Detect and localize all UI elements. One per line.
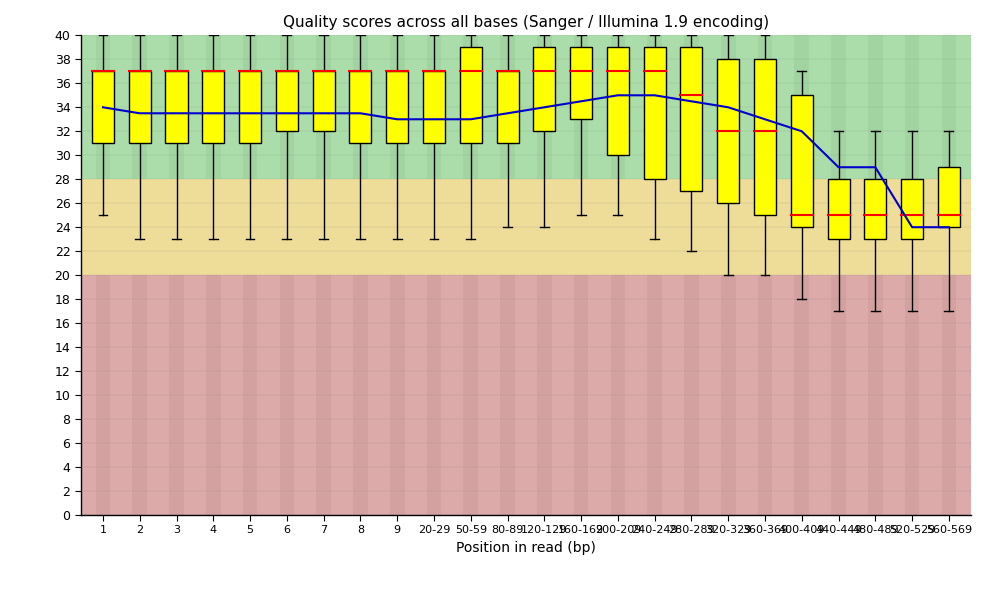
FancyBboxPatch shape: [938, 167, 960, 227]
Bar: [611, 275, 626, 515]
Bar: [133, 35, 148, 179]
FancyBboxPatch shape: [497, 71, 519, 143]
FancyBboxPatch shape: [276, 71, 298, 131]
FancyBboxPatch shape: [386, 71, 408, 143]
Title: Quality scores across all bases (Sanger / Illumina 1.9 encoding): Quality scores across all bases (Sanger …: [283, 15, 769, 30]
Bar: [537, 35, 551, 179]
FancyBboxPatch shape: [239, 71, 261, 143]
Bar: [905, 35, 920, 179]
Bar: [206, 275, 221, 515]
FancyBboxPatch shape: [680, 47, 703, 191]
Bar: [316, 35, 331, 179]
Bar: [684, 275, 699, 515]
Bar: [574, 35, 588, 179]
Bar: [537, 275, 551, 515]
Bar: [353, 275, 367, 515]
FancyBboxPatch shape: [570, 47, 592, 119]
Bar: [868, 275, 883, 515]
Bar: [463, 275, 478, 515]
FancyBboxPatch shape: [791, 95, 813, 227]
FancyBboxPatch shape: [607, 47, 629, 155]
Bar: [611, 35, 626, 179]
Bar: [463, 35, 478, 179]
Bar: [574, 275, 588, 515]
Bar: [390, 275, 405, 515]
Bar: [169, 275, 184, 515]
Bar: [500, 275, 515, 515]
Bar: [721, 275, 736, 515]
Bar: [243, 35, 257, 179]
FancyBboxPatch shape: [901, 179, 923, 239]
Bar: [96, 35, 110, 179]
Bar: [832, 275, 845, 515]
Bar: [647, 35, 662, 179]
Bar: [243, 275, 257, 515]
Bar: [500, 35, 515, 179]
Bar: [757, 275, 772, 515]
Bar: [941, 35, 956, 179]
FancyBboxPatch shape: [165, 71, 187, 143]
FancyBboxPatch shape: [864, 179, 886, 239]
Bar: [390, 35, 405, 179]
FancyBboxPatch shape: [717, 59, 740, 203]
Bar: [684, 35, 699, 179]
Bar: [647, 275, 662, 515]
X-axis label: Position in read (bp): Position in read (bp): [456, 541, 596, 555]
FancyBboxPatch shape: [534, 47, 555, 131]
Bar: [206, 35, 221, 179]
Bar: [81, 275, 971, 515]
FancyBboxPatch shape: [202, 71, 225, 143]
Bar: [81, 35, 971, 179]
Bar: [794, 35, 809, 179]
Bar: [279, 275, 294, 515]
Bar: [832, 35, 845, 179]
FancyBboxPatch shape: [459, 47, 482, 143]
Bar: [721, 35, 736, 179]
FancyBboxPatch shape: [754, 59, 776, 215]
Bar: [427, 35, 442, 179]
FancyBboxPatch shape: [92, 71, 114, 143]
Bar: [757, 35, 772, 179]
Bar: [279, 35, 294, 179]
Bar: [353, 35, 367, 179]
Bar: [794, 275, 809, 515]
Bar: [941, 275, 956, 515]
Bar: [96, 275, 110, 515]
FancyBboxPatch shape: [644, 47, 665, 179]
Bar: [169, 35, 184, 179]
FancyBboxPatch shape: [349, 71, 371, 143]
Bar: [905, 275, 920, 515]
Bar: [316, 275, 331, 515]
Bar: [133, 275, 148, 515]
Bar: [868, 35, 883, 179]
FancyBboxPatch shape: [129, 71, 150, 143]
Bar: [81, 179, 971, 275]
FancyBboxPatch shape: [423, 71, 446, 143]
Bar: [427, 275, 442, 515]
FancyBboxPatch shape: [313, 71, 335, 131]
FancyBboxPatch shape: [828, 179, 849, 239]
